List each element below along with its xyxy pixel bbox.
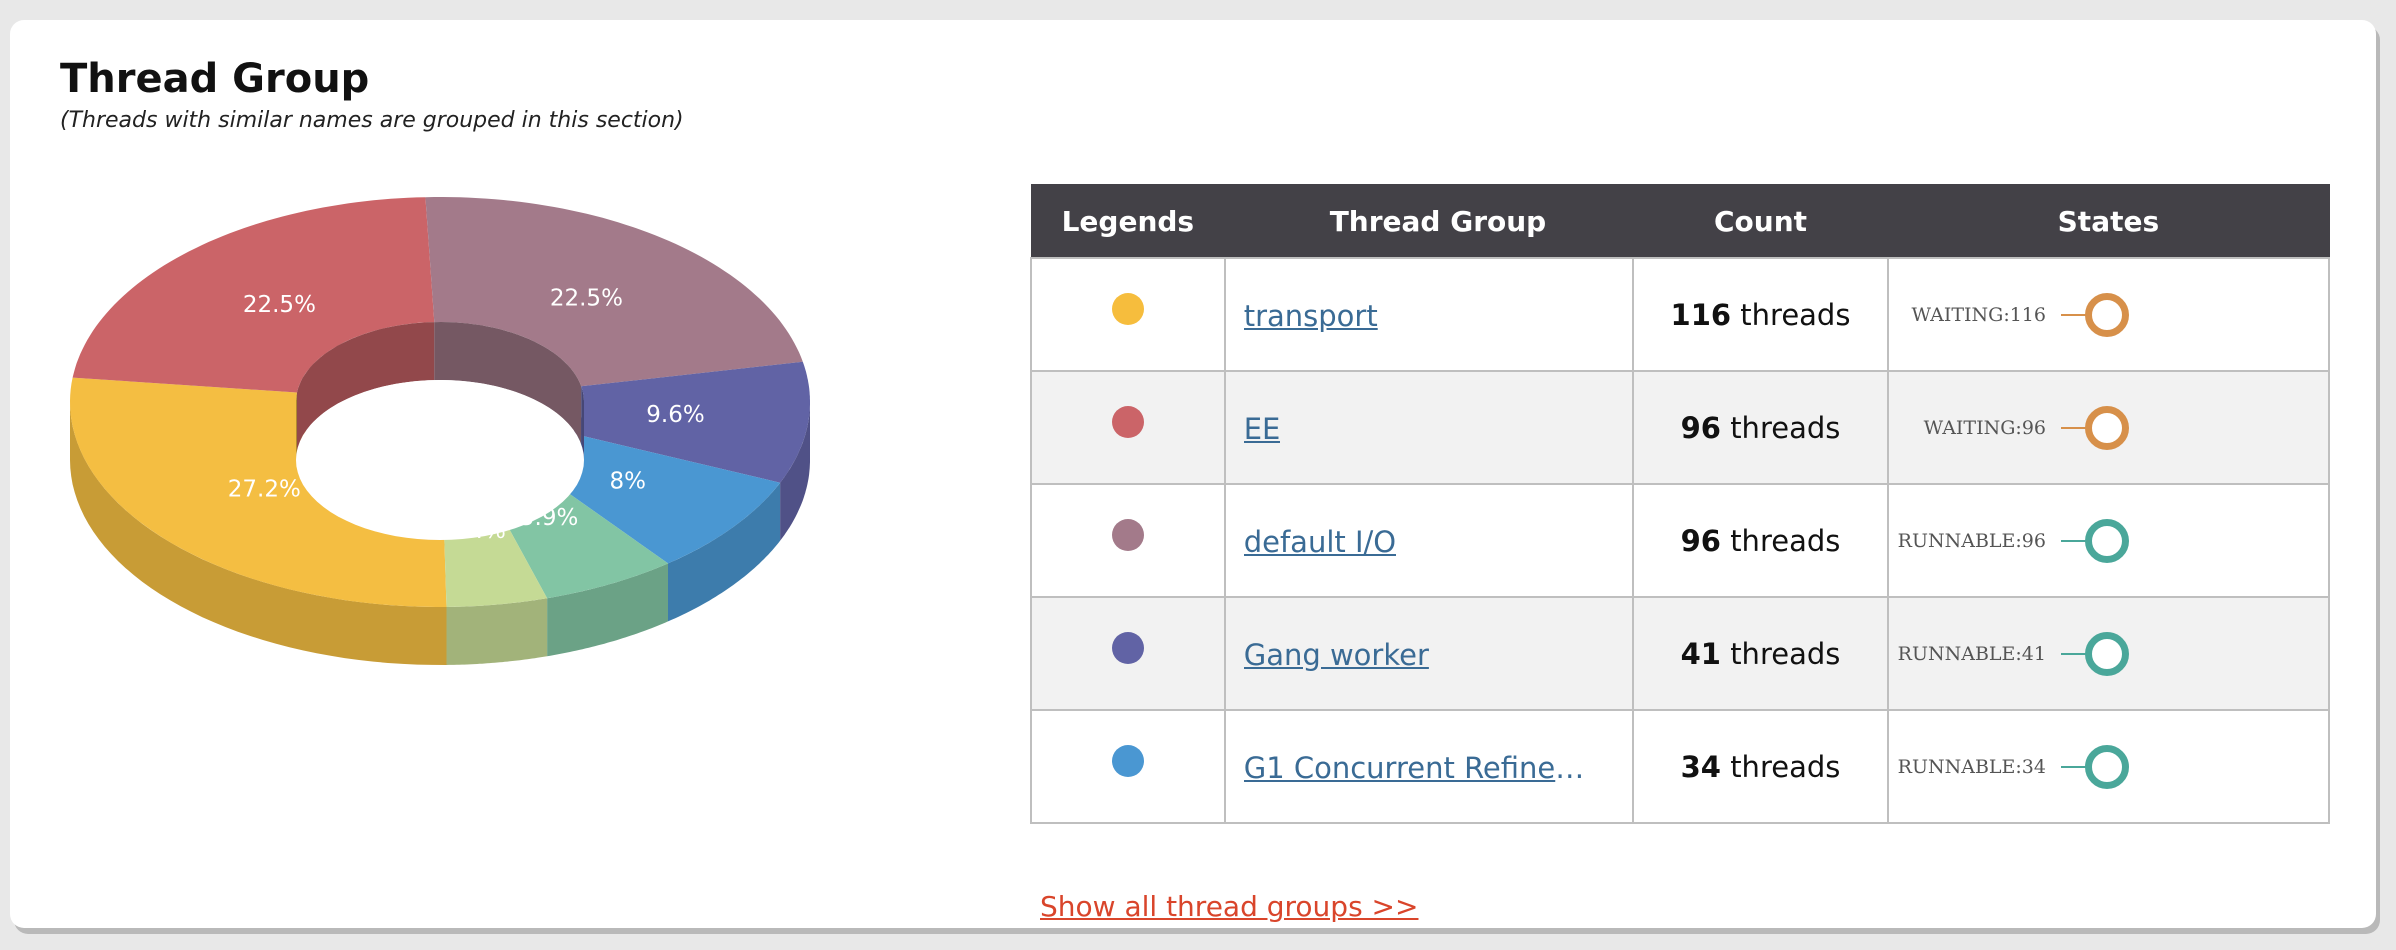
count-cell: 96 threads	[1632, 483, 1889, 598]
header-count: Count	[1632, 184, 1889, 259]
state-indicator: RUNNABLE:41	[1889, 598, 2328, 709]
legend-cell	[1030, 483, 1226, 598]
slice-label: 9.6%	[646, 402, 704, 428]
legend-color-dot	[1111, 519, 1144, 551]
thread-count-unit: threads	[1730, 636, 1841, 671]
states-cell: WAITING:116	[1886, 257, 2331, 372]
states-cell: RUNNABLE:34	[1886, 709, 2331, 824]
table-row: Gang worker 41 threads RUNNABLE:41	[1030, 596, 2331, 711]
donut-slice	[528, 433, 781, 564]
legend-color-dot	[1111, 632, 1144, 664]
state-indicator: WAITING:96	[1889, 372, 2328, 483]
donut-slice	[70, 377, 447, 607]
state-connector	[2060, 426, 2089, 429]
thread-count: 96	[1680, 523, 1721, 558]
state-label: RUNNABLE:41	[1897, 642, 2046, 665]
thread-count: 41	[1680, 636, 1721, 671]
states-cell: RUNNABLE:41	[1886, 596, 2331, 711]
legend-cell	[1030, 257, 1226, 372]
thread-group-link[interactable]: G1 Concurrent Refinement Thread	[1243, 750, 1592, 785]
table-row: EE 96 threads WAITING:96	[1030, 370, 2331, 485]
donut-outer-wall	[446, 598, 548, 665]
thread-count-unit: threads	[1740, 297, 1851, 332]
state-indicator: RUNNABLE:34	[1889, 711, 2328, 822]
states-cell: WAITING:96	[1886, 370, 2331, 485]
count-cell: 34 threads	[1632, 709, 1889, 824]
donut-slice	[72, 197, 435, 393]
section-title: Thread Group	[60, 56, 370, 102]
count-cell: 116 threads	[1632, 257, 1889, 372]
state-ring-icon[interactable]	[2084, 292, 2129, 337]
thread-group-cell: EE	[1223, 370, 1635, 485]
thread-count-unit: threads	[1730, 523, 1841, 558]
thread-count: 34	[1680, 749, 1721, 784]
header-legends: Legends	[1030, 184, 1226, 259]
states-cell: RUNNABLE:96	[1886, 483, 2331, 598]
donut-outer-wall	[668, 482, 781, 622]
donut-slice	[425, 197, 803, 387]
thread-group-link[interactable]: EE	[1243, 411, 1281, 446]
legend-color-dot	[1111, 745, 1144, 777]
header-states: States	[1887, 184, 2330, 259]
thread-group-cell: Gang worker	[1223, 596, 1635, 711]
state-connector	[2060, 652, 2089, 655]
state-label: RUNNABLE:96	[1897, 529, 2046, 552]
count-cell: 41 threads	[1632, 596, 1889, 711]
thread-group-cell: transport	[1223, 257, 1635, 372]
legend-color-dot	[1111, 406, 1144, 438]
donut-slice	[572, 361, 810, 483]
state-ring-icon[interactable]	[2084, 744, 2129, 789]
slice-label: 27.2%	[228, 476, 301, 502]
table-row: G1 Concurrent Refinement Thread 34 thread…	[1030, 709, 2331, 824]
slice-label: 5.9%	[520, 505, 578, 531]
slice-label: 8%	[609, 469, 646, 495]
donut-inner-wall	[581, 386, 584, 460]
thread-group-cell: default I/O	[1223, 483, 1635, 598]
state-label: WAITING:116	[1911, 303, 2046, 326]
state-connector	[2060, 765, 2089, 768]
legend-cell	[1030, 370, 1226, 485]
table-row: default I/O 96 threads RUNNABLE:96	[1030, 483, 2331, 598]
thread-count: 96	[1680, 410, 1721, 445]
slice-label: 22.5%	[243, 292, 316, 318]
thread-group-link[interactable]: Gang worker	[1243, 637, 1429, 672]
legend-color-dot	[1111, 293, 1144, 325]
header-thread-group: Thread Group	[1224, 184, 1634, 259]
table-header-row: Legends Thread Group Count States	[1030, 184, 2330, 259]
donut-inner-wall	[434, 322, 582, 445]
thread-count: 116	[1670, 297, 1732, 332]
state-ring-icon[interactable]	[2084, 518, 2129, 563]
thread-group-table: Legends Thread Group Count States transp…	[1030, 184, 2331, 824]
state-connector	[2060, 313, 2089, 316]
donut-hole	[296, 380, 584, 540]
state-connector	[2060, 539, 2089, 542]
legend-cell	[1030, 709, 1226, 824]
thread-count-unit: threads	[1730, 410, 1841, 445]
thread-count-unit: threads	[1730, 749, 1841, 784]
state-indicator: WAITING:116	[1889, 259, 2328, 370]
show-all-thread-groups-link[interactable]: Show all thread groups >>	[1040, 890, 1419, 923]
thread-group-cell: G1 Concurrent Refinement Thread	[1223, 709, 1635, 824]
state-ring-icon[interactable]	[2084, 405, 2129, 450]
donut-inner-wall	[296, 392, 297, 460]
section-subtitle: (Threads with similar names are grouped …	[60, 108, 684, 133]
thread-group-donut-chart: 27.2% 22.5% 22.5% 9.6% 8% 5.9% 4.4%	[70, 197, 810, 665]
state-ring-icon[interactable]	[2084, 631, 2129, 676]
slice-label: 22.5%	[550, 285, 623, 311]
table-row: transport 116 threads WAITING:116	[1030, 257, 2331, 372]
thread-group-card: Thread Group (Threads with similar names…	[10, 20, 2376, 928]
donut-outer-wall	[780, 402, 810, 541]
slice-label: 4.4%	[447, 518, 505, 544]
donut-inner-wall	[297, 322, 435, 451]
legend-cell	[1030, 596, 1226, 711]
donut-outer-wall	[547, 563, 668, 657]
thread-group-link[interactable]: transport	[1243, 298, 1378, 333]
count-cell: 96 threads	[1632, 370, 1889, 485]
state-label: RUNNABLE:34	[1897, 755, 2046, 778]
thread-group-link[interactable]: default I/O	[1243, 524, 1397, 559]
state-indicator: RUNNABLE:96	[1889, 485, 2328, 596]
state-label: WAITING:96	[1923, 416, 2046, 439]
donut-outer-wall	[70, 402, 447, 665]
